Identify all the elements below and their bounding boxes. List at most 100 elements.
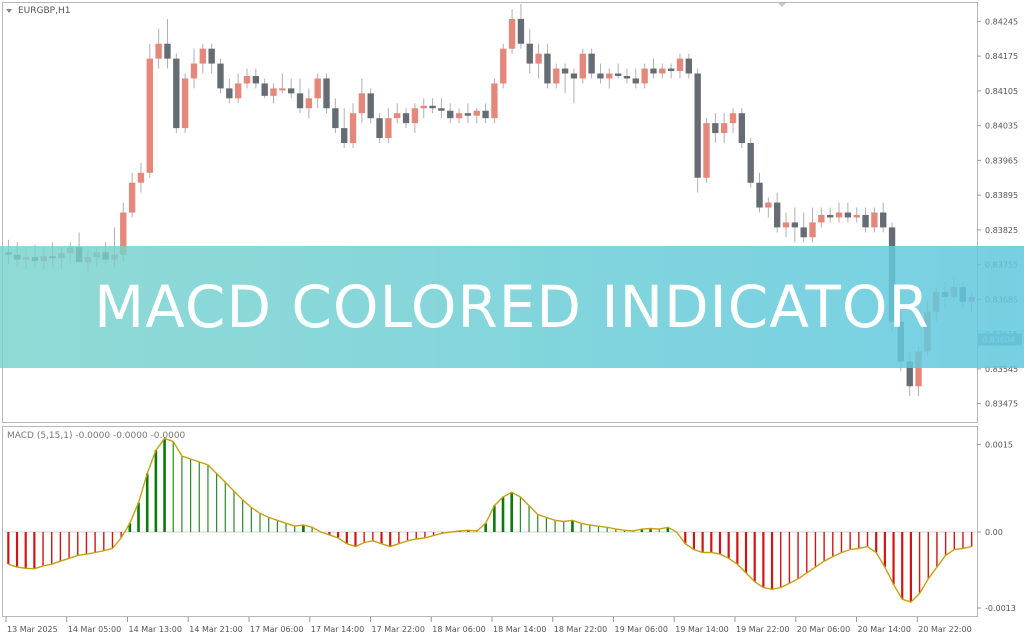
candle-body <box>367 93 374 119</box>
macd-tick-label: -0.0013 <box>985 604 1016 613</box>
candle-body <box>623 75 631 79</box>
time-tick-label: 17 Mar 06:00 <box>250 625 303 634</box>
candle-body <box>226 88 233 99</box>
candle-body <box>606 73 613 79</box>
title-banner: MACD COLORED INDICATOR <box>0 246 1024 368</box>
candle-body <box>553 68 560 84</box>
macd-label: MACD (5,15,1) -0.0000 -0.0000 -0.0000 <box>7 431 186 441</box>
time-tick-label: 13 Mar 2025 <box>7 625 58 634</box>
candle-body <box>464 113 472 116</box>
price-tick-label: 0.83475 <box>985 400 1018 409</box>
candle-body <box>694 73 701 178</box>
time-tick-label: 14 Mar 05:00 <box>68 625 121 634</box>
candle-body <box>526 43 533 64</box>
candle-body <box>385 118 392 139</box>
time-tick-label: 17 Mar 14:00 <box>311 625 364 634</box>
candle-body <box>120 212 127 255</box>
candle-body <box>765 202 772 208</box>
collapse-arrow-icon[interactable] <box>6 9 12 13</box>
candle-body <box>588 53 595 74</box>
price-tick-label: 0.83965 <box>985 156 1018 165</box>
macd-tick-label: 0.0015 <box>985 440 1013 449</box>
candle-body <box>190 63 198 79</box>
candle-body <box>314 78 321 99</box>
time-tick-label: 20 Mar 06:00 <box>797 625 850 634</box>
candle-body <box>818 214 825 223</box>
candle-body <box>270 88 277 96</box>
macd-panel-border <box>2 426 978 617</box>
macd-axis: 0.0015 0.00 -0.0013 <box>977 440 1016 613</box>
candle-body <box>296 93 304 109</box>
time-tick-label: 19 Mar 22:00 <box>736 625 789 634</box>
candle-body <box>137 172 145 183</box>
candle-body <box>853 214 860 218</box>
chart-shift-icon[interactable] <box>778 3 786 7</box>
candle-body <box>491 83 498 119</box>
candle-body <box>915 351 922 387</box>
candle-body <box>641 68 648 84</box>
candle-body <box>791 222 799 228</box>
candle-body <box>438 108 445 111</box>
candle-body <box>871 212 878 228</box>
candle-body <box>482 110 489 119</box>
candle-body <box>774 202 781 228</box>
candle-body <box>862 214 869 228</box>
candle-body <box>128 182 136 213</box>
candle-body <box>729 113 737 124</box>
candle-body <box>809 222 816 238</box>
candle-body <box>614 73 622 76</box>
banner-title: MACD COLORED INDICATOR <box>94 273 930 341</box>
time-tick-label: 18 Mar 06:00 <box>432 625 485 634</box>
candle-body <box>146 58 153 173</box>
candle-body <box>429 105 436 109</box>
candle-body <box>217 63 224 89</box>
candle-body <box>570 73 578 79</box>
candle-body <box>632 78 639 84</box>
time-tick-label: 20 Mar 22:00 <box>918 625 971 634</box>
candle-body <box>181 78 189 129</box>
candle-body <box>252 75 260 84</box>
symbol-label: EURGBP,H1 <box>18 6 70 16</box>
candle-body <box>650 68 657 74</box>
candle-body <box>420 105 427 109</box>
signal-line <box>8 437 972 603</box>
candle-body <box>712 123 719 134</box>
candle-body <box>288 88 295 94</box>
candle-body <box>800 227 807 238</box>
time-tick-label: 14 Mar 13:00 <box>129 625 182 634</box>
time-tick-label: 17 Mar 22:00 <box>372 625 425 634</box>
price-tick-label: 0.83545 <box>985 365 1018 374</box>
candle-body <box>332 108 339 129</box>
candle-body <box>835 212 843 218</box>
candle-body <box>261 83 268 96</box>
macd-signal <box>8 437 972 603</box>
candle-body <box>500 48 507 84</box>
time-tick-label: 20 Mar 14:00 <box>858 625 911 634</box>
candle-body <box>738 113 746 143</box>
candle-body <box>906 361 913 387</box>
candle-body <box>402 113 410 124</box>
candle-body <box>447 110 454 119</box>
candle-body <box>880 212 887 228</box>
candle-body <box>341 128 348 143</box>
candle-body <box>756 182 763 208</box>
time-tick-label: 14 Mar 21:00 <box>189 625 242 634</box>
candle-body <box>349 113 357 143</box>
candle-body <box>323 78 330 109</box>
candle-body <box>685 58 692 74</box>
time-tick-label: 18 Mar 22:00 <box>554 625 607 634</box>
candle-body <box>173 58 180 129</box>
candle-body <box>561 68 569 74</box>
candle-body <box>234 83 242 99</box>
time-tick-label: 19 Mar 14:00 <box>675 625 728 634</box>
candle-body <box>747 143 754 183</box>
candle-body <box>199 48 206 64</box>
time-tick-label: 19 Mar 06:00 <box>615 625 668 634</box>
time-tick-label: 18 Mar 14:00 <box>493 625 546 634</box>
candle-body <box>676 58 684 72</box>
candle-body <box>243 75 251 84</box>
candle-body <box>782 222 790 228</box>
price-tick-label: 0.83895 <box>985 191 1018 200</box>
